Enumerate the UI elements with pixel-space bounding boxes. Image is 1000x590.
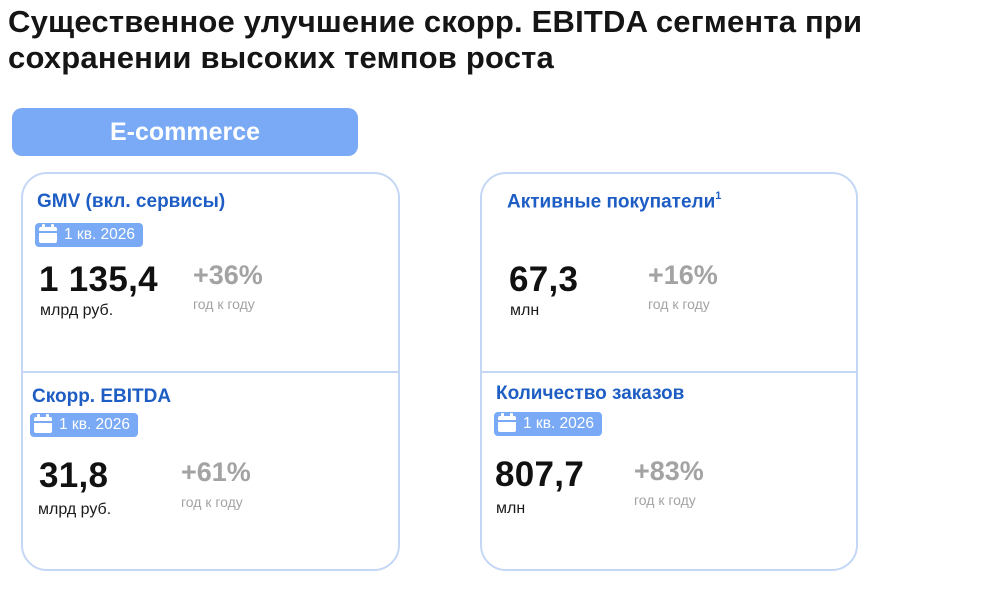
metric-value: 807,7 (495, 455, 585, 494)
period-text: 1 кв. 2026 (523, 415, 595, 432)
period-badge: 1 кв. 2026 (494, 412, 603, 436)
metric-title: GMV (вкл. сервисы) (37, 191, 226, 212)
metric-unit: млн (510, 302, 540, 319)
metric-value: 31,8 (39, 456, 109, 495)
period-text: 1 кв. 2026 (64, 226, 136, 243)
metric-growth: +61% (181, 457, 251, 487)
card-divider (23, 371, 398, 373)
metric-title: Количество заказов (496, 383, 685, 404)
metric-growth-note: год к году (648, 296, 710, 312)
calendar-icon (39, 224, 57, 243)
footnote-marker: 1 (715, 190, 722, 202)
metric-growth: +83% (634, 456, 704, 486)
calendar-icon (34, 414, 52, 433)
metric-unit: млн (496, 500, 526, 517)
metric-title: Скорр. EBITDA (32, 386, 172, 407)
left-metrics-card: GMV (вкл. сервисы) 1 кв. 2026 1 135,4 мл… (21, 172, 400, 571)
period-badge: 1 кв. 2026 (30, 413, 139, 437)
metric-value: 1 135,4 (39, 260, 158, 299)
period-badge: 1 кв. 2026 (35, 223, 144, 247)
metric-unit: млрд руб. (40, 302, 114, 319)
period-text: 1 кв. 2026 (59, 416, 131, 433)
page-title-line-1: Существенное улучшение скорр. EBITDA сег… (8, 4, 863, 39)
metric-title-text: Активные покупатели (507, 191, 716, 213)
metric-gmv: GMV (вкл. сервисы) 1 кв. 2026 1 135,4 мл… (23, 174, 398, 364)
metric-growth-note: год к году (193, 296, 255, 312)
right-metrics-card: Активные покупатели1 67,3 млн +16% год к… (480, 172, 858, 571)
metric-growth-note: год к году (634, 492, 696, 508)
page-title: Существенное улучшение скорр. EBITDA сег… (8, 4, 998, 76)
metric-unit: млрд руб. (38, 501, 112, 518)
calendar-icon (498, 413, 516, 432)
metric-title: Активные покупатели1 (507, 190, 722, 213)
metric-growth: +36% (193, 260, 263, 290)
metric-active-buyers: Активные покупатели1 67,3 млн +16% год к… (482, 174, 856, 364)
metric-orders: Количество заказов 1 кв. 2026 807,7 млн … (482, 373, 856, 563)
page-title-line-2: сохранении высоких темпов роста (8, 40, 554, 75)
metric-growth: +16% (648, 260, 718, 290)
metric-ebitda: Скорр. EBITDA 1 кв. 2026 31,8 млрд руб. … (23, 373, 398, 563)
segment-label: E-commerce (12, 108, 358, 156)
metric-growth-note: год к году (181, 494, 243, 510)
metric-value: 67,3 (509, 260, 579, 299)
card-divider (482, 371, 856, 373)
